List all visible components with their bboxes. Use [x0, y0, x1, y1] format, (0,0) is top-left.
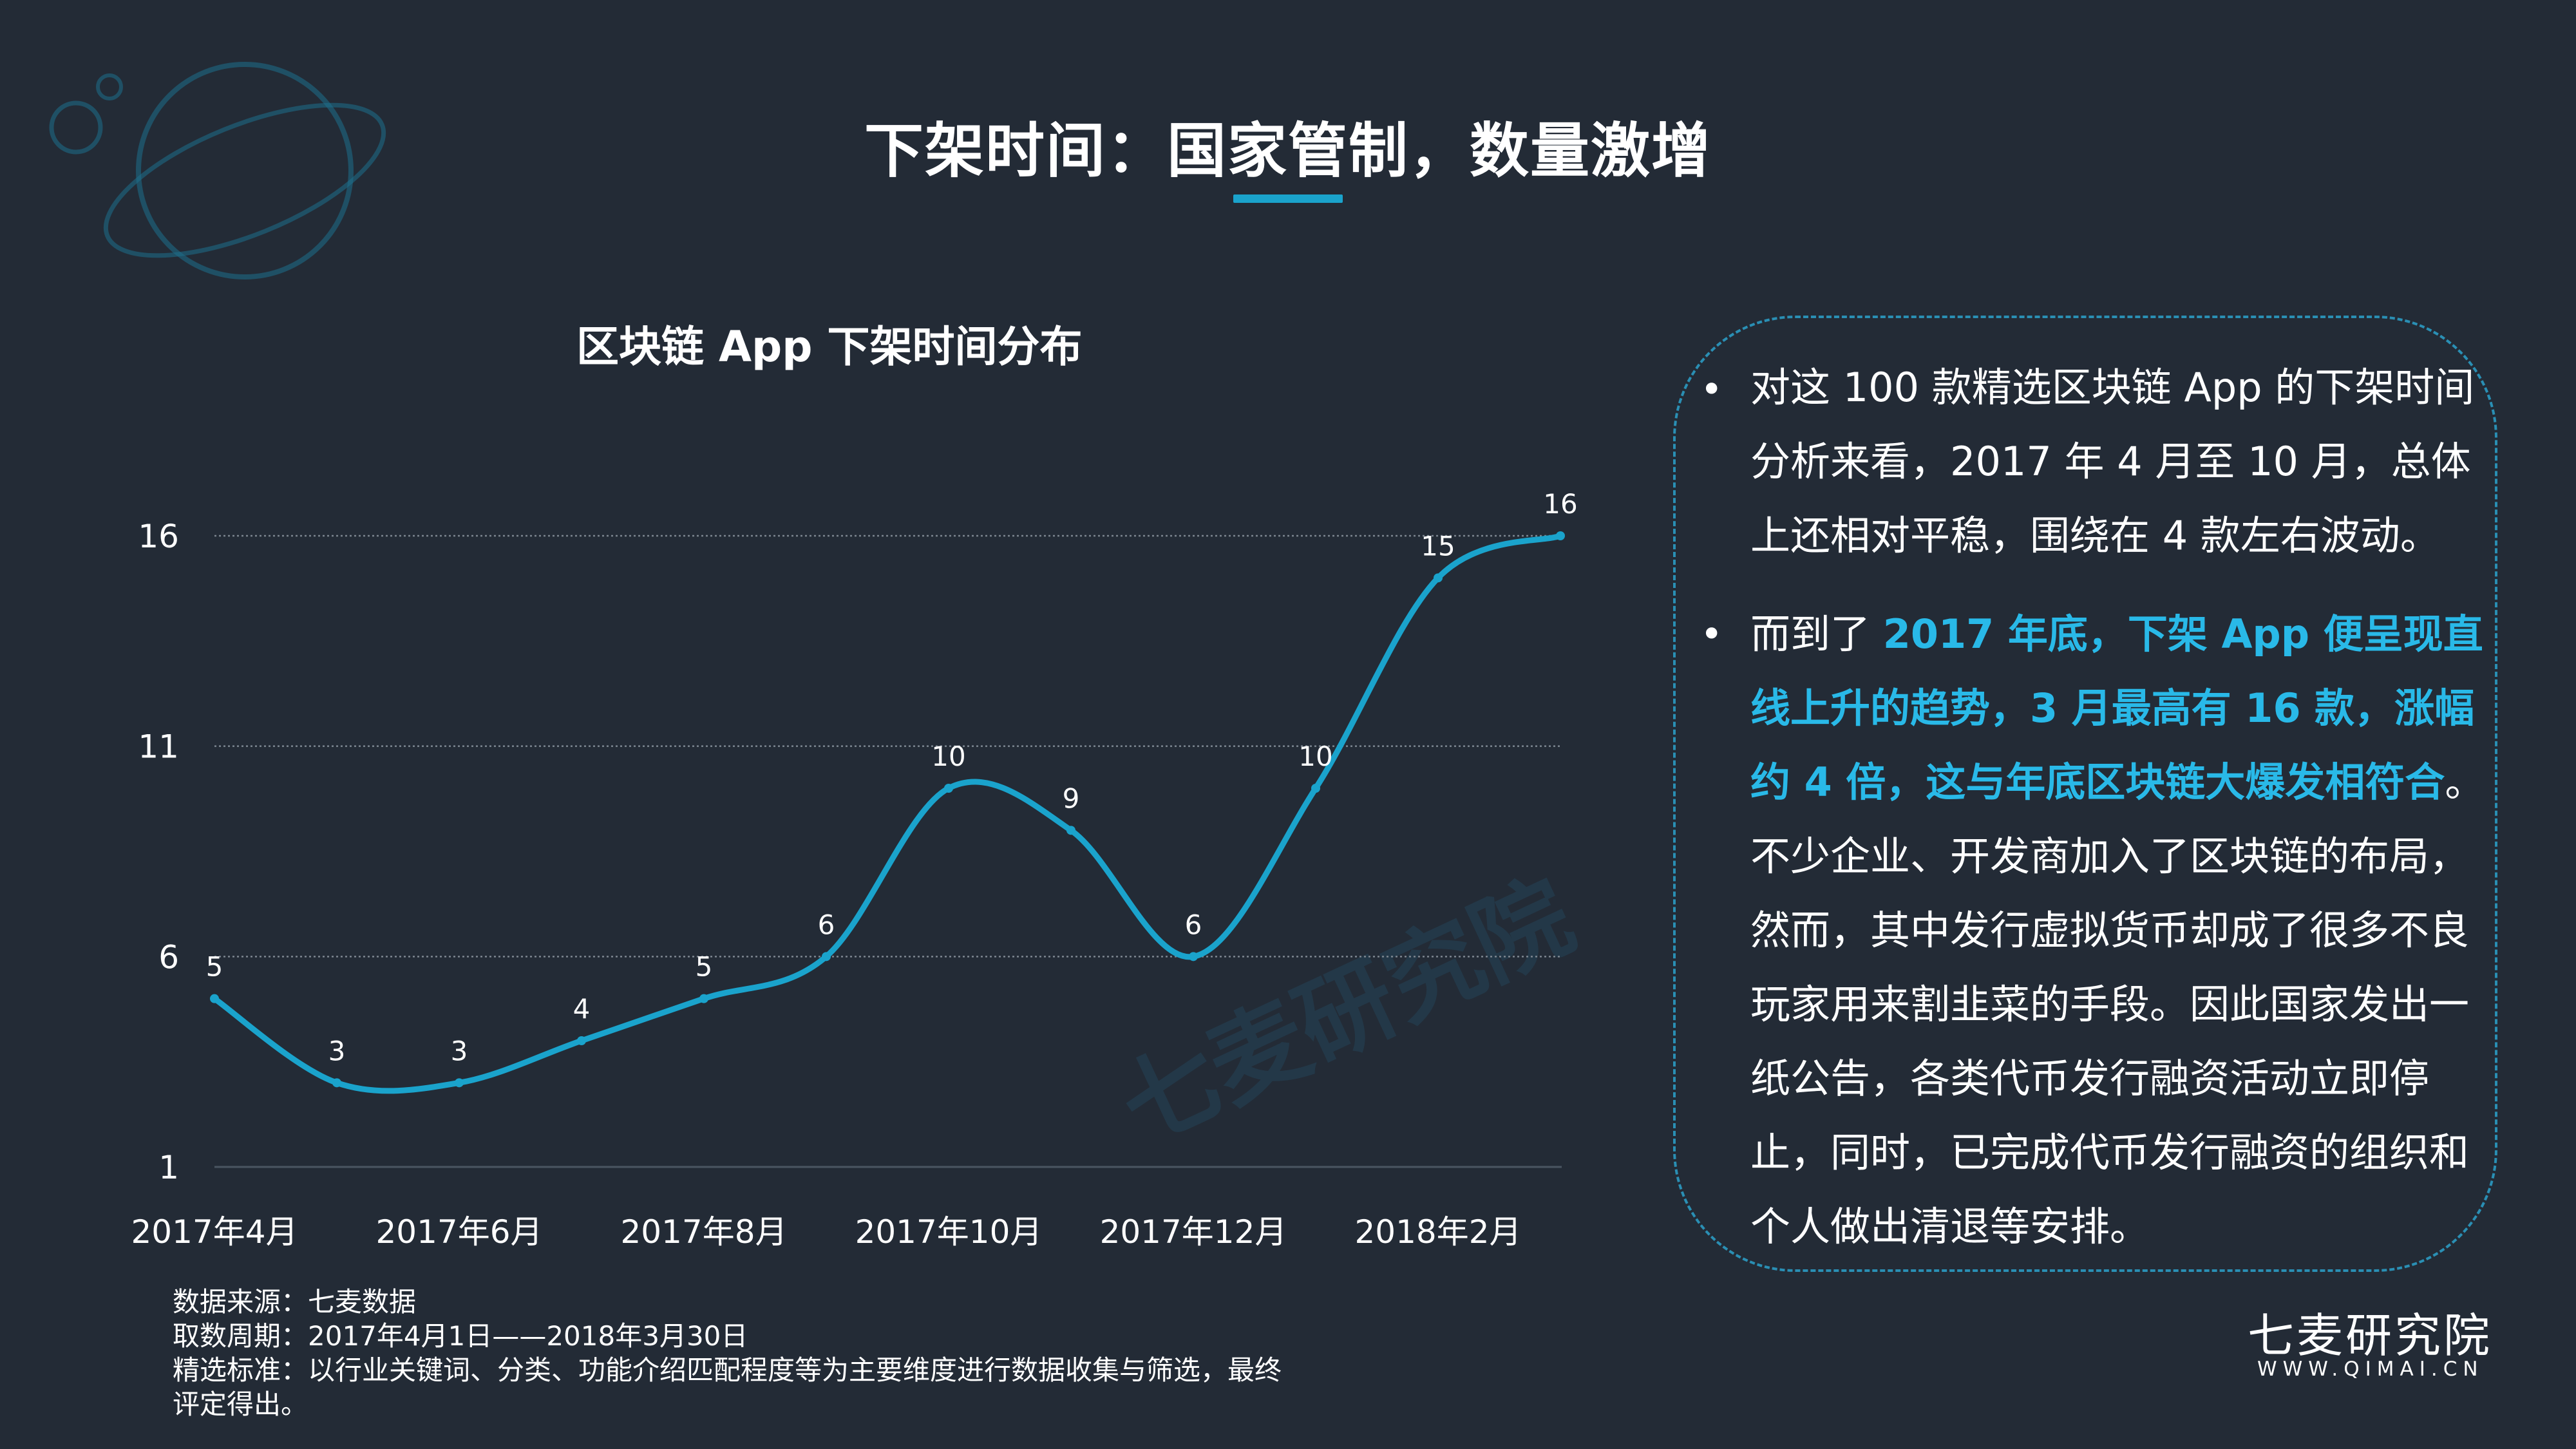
y-tick-label: 11	[138, 728, 179, 766]
x-axis-ticks: 2017年4月 2017年6月 2017年8月 2017年10月 2017年12月 201…	[131, 1213, 1521, 1251]
data-label: 3	[328, 1035, 346, 1066]
info-paragraph-2: 而到了 2017 年底，下架 App 便呈现直线上升的趋势，3 月最高有 16 …	[1750, 597, 2491, 1264]
data-point	[699, 994, 708, 1003]
series-line	[214, 536, 1560, 1091]
data-point	[1434, 573, 1443, 582]
note-source: 数据来源：七麦数据	[173, 1285, 1306, 1319]
brand-name: 七麦研究院	[2248, 1298, 2492, 1365]
data-point	[944, 784, 953, 793]
info-paragraph-2-prefix: 而到了	[1750, 611, 1883, 658]
x-tick-label: 2017年12月	[1100, 1213, 1287, 1251]
bullet-2: •	[1700, 612, 1723, 657]
y-tick-label: 6	[158, 938, 179, 976]
y-tick-label: 16	[138, 518, 179, 555]
line-chart: 161116 2017年4月2017年6月2017年8月2017年10月2017…	[0, 0, 1610, 1288]
data-point	[455, 1078, 464, 1087]
x-tick-label: 2017年6月	[375, 1213, 542, 1251]
data-point	[1311, 784, 1320, 793]
data-label: 10	[931, 741, 965, 772]
data-point	[210, 994, 219, 1003]
x-tick-label: 2017年4月	[131, 1213, 298, 1251]
data-label: 15	[1421, 530, 1455, 562]
data-point	[1556, 531, 1565, 540]
data-label: 9	[1063, 782, 1080, 814]
y-tick-label: 1	[158, 1149, 179, 1186]
data-point	[822, 952, 831, 961]
data-label: 6	[1185, 909, 1202, 940]
note-period: 取数周期：2017年4月1日——2018年3月30日	[173, 1319, 1306, 1353]
data-label: 5	[206, 951, 223, 983]
x-tick-label: 2018年2月	[1354, 1213, 1521, 1251]
info-paragraph-2-rest: 。不少企业、开发商加入了区块链的布局，然而，其中发行虚拟货币却成了很多不良玩家用…	[1750, 759, 2485, 1250]
data-label: 10	[1298, 741, 1332, 772]
data-point	[1066, 826, 1075, 835]
note-criteria: 精选标准：以行业关键词、分类、功能介绍匹配程度等为主要维度进行数据收集与筛选，最…	[173, 1353, 1306, 1421]
data-label: 4	[573, 993, 591, 1025]
brand-url: WWW.QIMAI.CN	[2257, 1358, 2484, 1381]
data-labels: 5 3 3 4 5 6 10 9 6 10 15 16	[206, 488, 1578, 1066]
source-notes: 数据来源：七麦数据 取数周期：2017年4月1日——2018年3月30日 精选标…	[173, 1285, 1306, 1421]
grid-lines	[214, 536, 1562, 1167]
info-paragraph-1: 对这 100 款精选区块链 App 的下架时间分析来看，2017 年 4 月至 …	[1750, 350, 2491, 573]
bullet-1: •	[1700, 367, 1723, 412]
x-tick-label: 2017年8月	[620, 1213, 787, 1251]
y-axis-ticks: 161116	[138, 518, 179, 1186]
data-label: 16	[1543, 488, 1577, 520]
data-label: 6	[818, 909, 835, 940]
data-point	[1189, 952, 1198, 961]
data-label: 3	[451, 1035, 468, 1066]
data-label: 5	[696, 951, 713, 983]
data-point	[577, 1036, 586, 1045]
data-points	[210, 531, 1565, 1087]
data-point	[332, 1078, 341, 1087]
x-tick-label: 2017年10月	[855, 1213, 1043, 1251]
